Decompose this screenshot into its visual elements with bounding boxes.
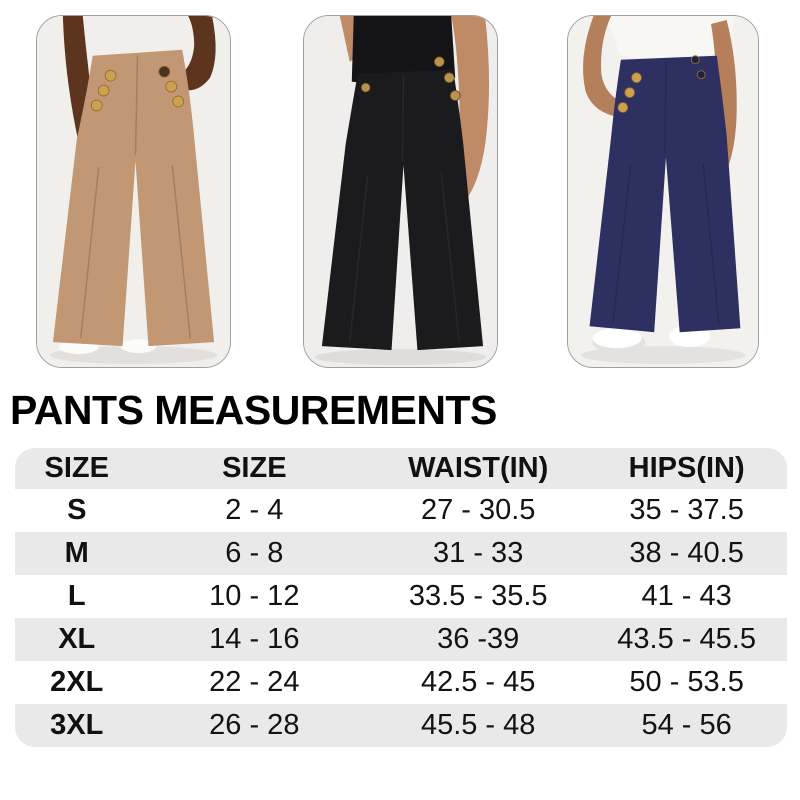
gold-buttons [360, 56, 461, 101]
cell-size: M [64, 537, 89, 569]
table-row: M 6 - 8 31 - 33 38 - 40.5 [15, 532, 787, 575]
cell-waist: 45.5 - 48 [420, 709, 536, 741]
cell-hips: 50 - 53.5 [629, 666, 744, 698]
cell-size: 2XL [50, 666, 104, 698]
cell-hips: 35 - 37.5 [629, 494, 744, 526]
page-title: PANTS MEASUREMENTS [10, 387, 497, 433]
product-photo-camel-pants [36, 15, 231, 368]
cell-waist: 36 -39 [437, 623, 520, 655]
cell-hips: 38 - 40.5 [629, 537, 744, 569]
camel-pants-illustration [37, 16, 230, 367]
top-garment [351, 16, 456, 85]
table-row: L 10 - 12 33.5 - 35.5 41 - 43 [15, 575, 787, 618]
pants-creases [612, 61, 720, 325]
cell-size: 3XL [50, 709, 104, 741]
column-header-hips: HIPS(IN) [628, 452, 745, 484]
pants-creases [80, 55, 191, 339]
cell-size: S [67, 494, 87, 526]
cell-waist: 27 - 30.5 [420, 494, 536, 526]
product-photo-navy-pants [567, 15, 759, 368]
table-row: 2XL 22 - 24 42.5 - 45 50 - 53.5 [15, 661, 787, 704]
pants [52, 49, 215, 347]
cell-us-size: 22 - 24 [209, 666, 300, 698]
gold-buttons [617, 55, 706, 113]
gold-buttons [90, 65, 185, 112]
arm-right [178, 16, 216, 91]
cell-us-size: 14 - 16 [209, 623, 300, 655]
cell-us-size: 26 - 28 [209, 709, 300, 741]
pants [321, 69, 484, 351]
cell-hips: 43.5 - 45.5 [617, 623, 756, 655]
cell-us-size: 2 - 4 [225, 494, 284, 526]
navy-pants-illustration [568, 16, 758, 367]
product-photo-black-pants [303, 15, 498, 368]
size-table: SIZE SIZE WAIST(IN) HIPS(IN) S 2 - 4 27 … [15, 448, 787, 747]
column-header-size: SIZE [44, 452, 109, 484]
shoe [592, 328, 642, 349]
arm-left [583, 16, 627, 118]
top-garment [605, 16, 735, 59]
cell-hips: 54 - 56 [641, 709, 732, 741]
table-row: 3XL 26 - 28 45.5 - 48 54 - 56 [15, 704, 787, 747]
table-row: S 2 - 4 27 - 30.5 35 - 37.5 [15, 489, 787, 532]
table-row: XL 14 - 16 36 -39 43.5 - 45.5 [15, 618, 787, 661]
cell-size: L [67, 580, 86, 612]
column-header-waist: WAIST(IN) [408, 452, 549, 484]
cell-waist: 42.5 - 45 [420, 666, 536, 698]
cell-waist: 33.5 - 35.5 [408, 580, 548, 612]
floor-shadow [314, 349, 487, 366]
cell-waist: 31 - 33 [433, 537, 524, 569]
table-header-row: SIZE SIZE WAIST(IN) HIPS(IN) [15, 448, 787, 489]
black-pants-illustration [304, 16, 497, 367]
pants-creases [349, 75, 460, 343]
cell-size: XL [58, 623, 96, 655]
cell-us-size: 10 - 12 [209, 580, 300, 612]
product-photo-strip [0, 0, 800, 368]
cell-hips: 41 - 43 [641, 580, 732, 612]
shoe [120, 339, 157, 354]
pants [589, 55, 741, 333]
column-header-us-size: SIZE [222, 452, 287, 484]
cell-us-size: 6 - 8 [225, 537, 284, 569]
